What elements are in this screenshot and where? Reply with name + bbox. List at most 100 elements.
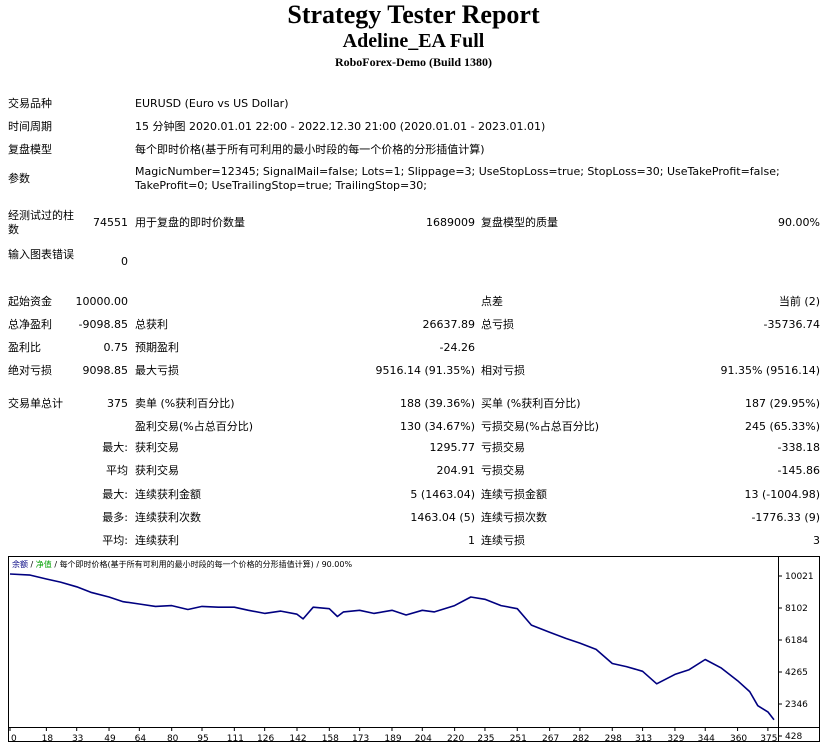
- period-value: 15 分钟图 2020.01.01 22:00 - 2022.12.30 21:…: [135, 120, 546, 133]
- net-profit-label: 总净盈利: [8, 318, 52, 331]
- period-label: 时间周期: [8, 120, 52, 133]
- legend-equity: 净值: [36, 559, 52, 569]
- short-positions-label: 卖单 (%获利百分比): [135, 397, 235, 410]
- loss-trades-value: 245 (65.33%): [744, 420, 820, 433]
- y-tick-label: 8102: [785, 604, 808, 614]
- x-tick-label: 80: [167, 734, 179, 742]
- x-tick-label: 95: [197, 734, 208, 742]
- bars-value: 74551: [93, 216, 128, 229]
- profit-factor-value: 0.75: [103, 341, 129, 354]
- average-prefix: 平均: [106, 464, 128, 477]
- legend-balance: 余额: [12, 559, 28, 569]
- total-trades-label: 交易单总计: [8, 397, 63, 410]
- params-label: 参数: [8, 172, 30, 185]
- largest-loss-label: 亏损交易: [481, 441, 525, 454]
- largest-profit-label: 获利交易: [135, 441, 179, 454]
- initial-deposit-value: 10000.00: [75, 295, 129, 308]
- x-tick-label: 189: [384, 734, 401, 742]
- gross-loss-label: 总亏损: [481, 318, 514, 331]
- max-consecutive-losses-value: 13 (-1004.98): [744, 488, 820, 501]
- max-consecutive-losses-label: 连续亏损金额: [481, 488, 547, 501]
- x-tick-label: 267: [542, 734, 559, 742]
- average-consecutive-wins-label: 连续获利: [135, 534, 179, 547]
- average-loss-label: 亏损交易: [481, 464, 525, 477]
- spread-value: 当前 (2): [778, 295, 820, 308]
- gross-profit-label: 总获利: [135, 318, 168, 331]
- x-tick-label: 360: [730, 734, 747, 742]
- report-subtitle: Adeline_EA Full: [342, 30, 485, 52]
- max-drawdown-value: 9516.14 (91.35%): [375, 364, 475, 377]
- legend-rest: 每个即时价格(基于所有可利用的最小时段的每一个价格的分形插值计算) / 90.0…: [60, 559, 353, 569]
- profit-trades-label: 盈利交易(%占总百分比): [135, 420, 254, 433]
- errors-value: 0: [121, 255, 128, 268]
- relative-drawdown-label: 相对亏损: [481, 364, 525, 377]
- params-line2: TakeProfit=0; UseTrailingStop=true; Trai…: [135, 179, 427, 192]
- expected-payoff-value: -24.26: [439, 341, 475, 354]
- expected-payoff-label: 预期盈利: [135, 341, 179, 354]
- model-label: 复盘模型: [8, 143, 52, 156]
- average-profit-label: 获利交易: [135, 464, 179, 477]
- y-tick-label: 4265: [785, 668, 808, 678]
- params-line1: MagicNumber=12345; SignalMail=false; Lot…: [135, 165, 780, 178]
- long-positions-value: 187 (29.95%): [744, 397, 820, 410]
- x-tick-label: 375: [760, 734, 777, 742]
- x-tick-label: 18: [42, 734, 54, 742]
- maximal-profit-label: 连续获利次数: [135, 511, 201, 524]
- x-tick-label: 49: [104, 734, 116, 742]
- x-tick-label: 204: [415, 734, 432, 742]
- symbol-value: EURUSD (Euro vs US Dollar): [135, 97, 289, 110]
- x-tick-label: 33: [72, 734, 83, 742]
- y-tick-label: 428: [785, 732, 802, 742]
- net-profit-value: -9098.85: [78, 318, 128, 331]
- x-tick-label: 220: [447, 734, 464, 742]
- profit-factor-label: 盈利比: [8, 341, 41, 354]
- largest-loss-value: -338.18: [777, 441, 820, 454]
- max-consecutive-prefix: 最大:: [102, 488, 128, 501]
- bars-label: 经测试过的柱数: [8, 209, 74, 236]
- short-positions-value: 188 (39.36%): [399, 397, 475, 410]
- x-tick-label: 158: [322, 734, 339, 742]
- x-tick-label: 173: [352, 734, 369, 742]
- quality-label: 复盘模型的质量: [481, 216, 558, 229]
- x-tick-label: 126: [257, 734, 274, 742]
- maximal-profit-value: 1463.04 (5): [410, 511, 475, 524]
- max-consecutive-wins-label: 连续获利金额: [135, 488, 201, 501]
- y-tick-label: 2346: [785, 700, 808, 710]
- legend-sep-1: /: [28, 560, 36, 569]
- average-profit-value: 204.91: [436, 464, 476, 477]
- absolute-drawdown-value: 9098.85: [82, 364, 129, 377]
- average-consecutive-losses-value: 3: [813, 534, 820, 547]
- ticks-label: 用于复盘的即时价数量: [135, 216, 245, 229]
- x-tick-label: 298: [605, 734, 622, 742]
- spread-label: 点差: [481, 295, 503, 308]
- legend-sep-2: /: [52, 560, 60, 569]
- model-value: 每个即时价格(基于所有可利用的最小时段的每一个价格的分形插值计算): [135, 143, 485, 156]
- x-tick-label: 329: [667, 734, 684, 742]
- absolute-drawdown-label: 绝对亏损: [8, 364, 52, 377]
- x-tick-label: 64: [135, 734, 147, 742]
- chart-frame: [8, 556, 820, 742]
- max-consecutive-wins-value: 5 (1463.04): [410, 488, 475, 501]
- symbol-label: 交易品种: [8, 97, 52, 110]
- x-tick-label: 344: [698, 734, 715, 742]
- largest-profit-value: 1295.77: [429, 441, 476, 454]
- total-trades-value: 375: [107, 397, 128, 410]
- average-consecutive-wins-value: 1: [468, 534, 475, 547]
- balance-series-line: [9, 573, 775, 721]
- chart-legend: 余额 / 净值 / 每个即时价格(基于所有可利用的最小时段的每一个价格的分形插值…: [12, 559, 352, 569]
- balance-chart: 余额 / 净值 / 每个即时价格(基于所有可利用的最小时段的每一个价格的分形插值…: [8, 556, 820, 744]
- loss-trades-label: 亏损交易(%占总百分比): [481, 420, 600, 433]
- report-server: RoboForex-Demo (Build 1380): [334, 55, 493, 69]
- quality-value: 90.00%: [778, 216, 820, 229]
- gross-profit-value: 26637.89: [422, 318, 476, 331]
- report-title: Strategy Tester Report: [287, 0, 540, 29]
- x-tick-label: 235: [477, 734, 494, 742]
- average-loss-value: -145.86: [777, 464, 820, 477]
- initial-deposit-label: 起始资金: [8, 295, 52, 308]
- relative-drawdown-value: 91.35% (9516.14): [720, 364, 820, 377]
- x-tick-label: 251: [510, 734, 527, 742]
- maximal-loss-value: -1776.33 (9): [751, 511, 820, 524]
- gross-loss-value: -35736.74: [763, 318, 820, 331]
- balance-chart-svg: 余额 / 净值 / 每个即时价格(基于所有可利用的最小时段的每一个价格的分形插值…: [8, 556, 820, 744]
- ticks-value: 1689009: [426, 216, 475, 229]
